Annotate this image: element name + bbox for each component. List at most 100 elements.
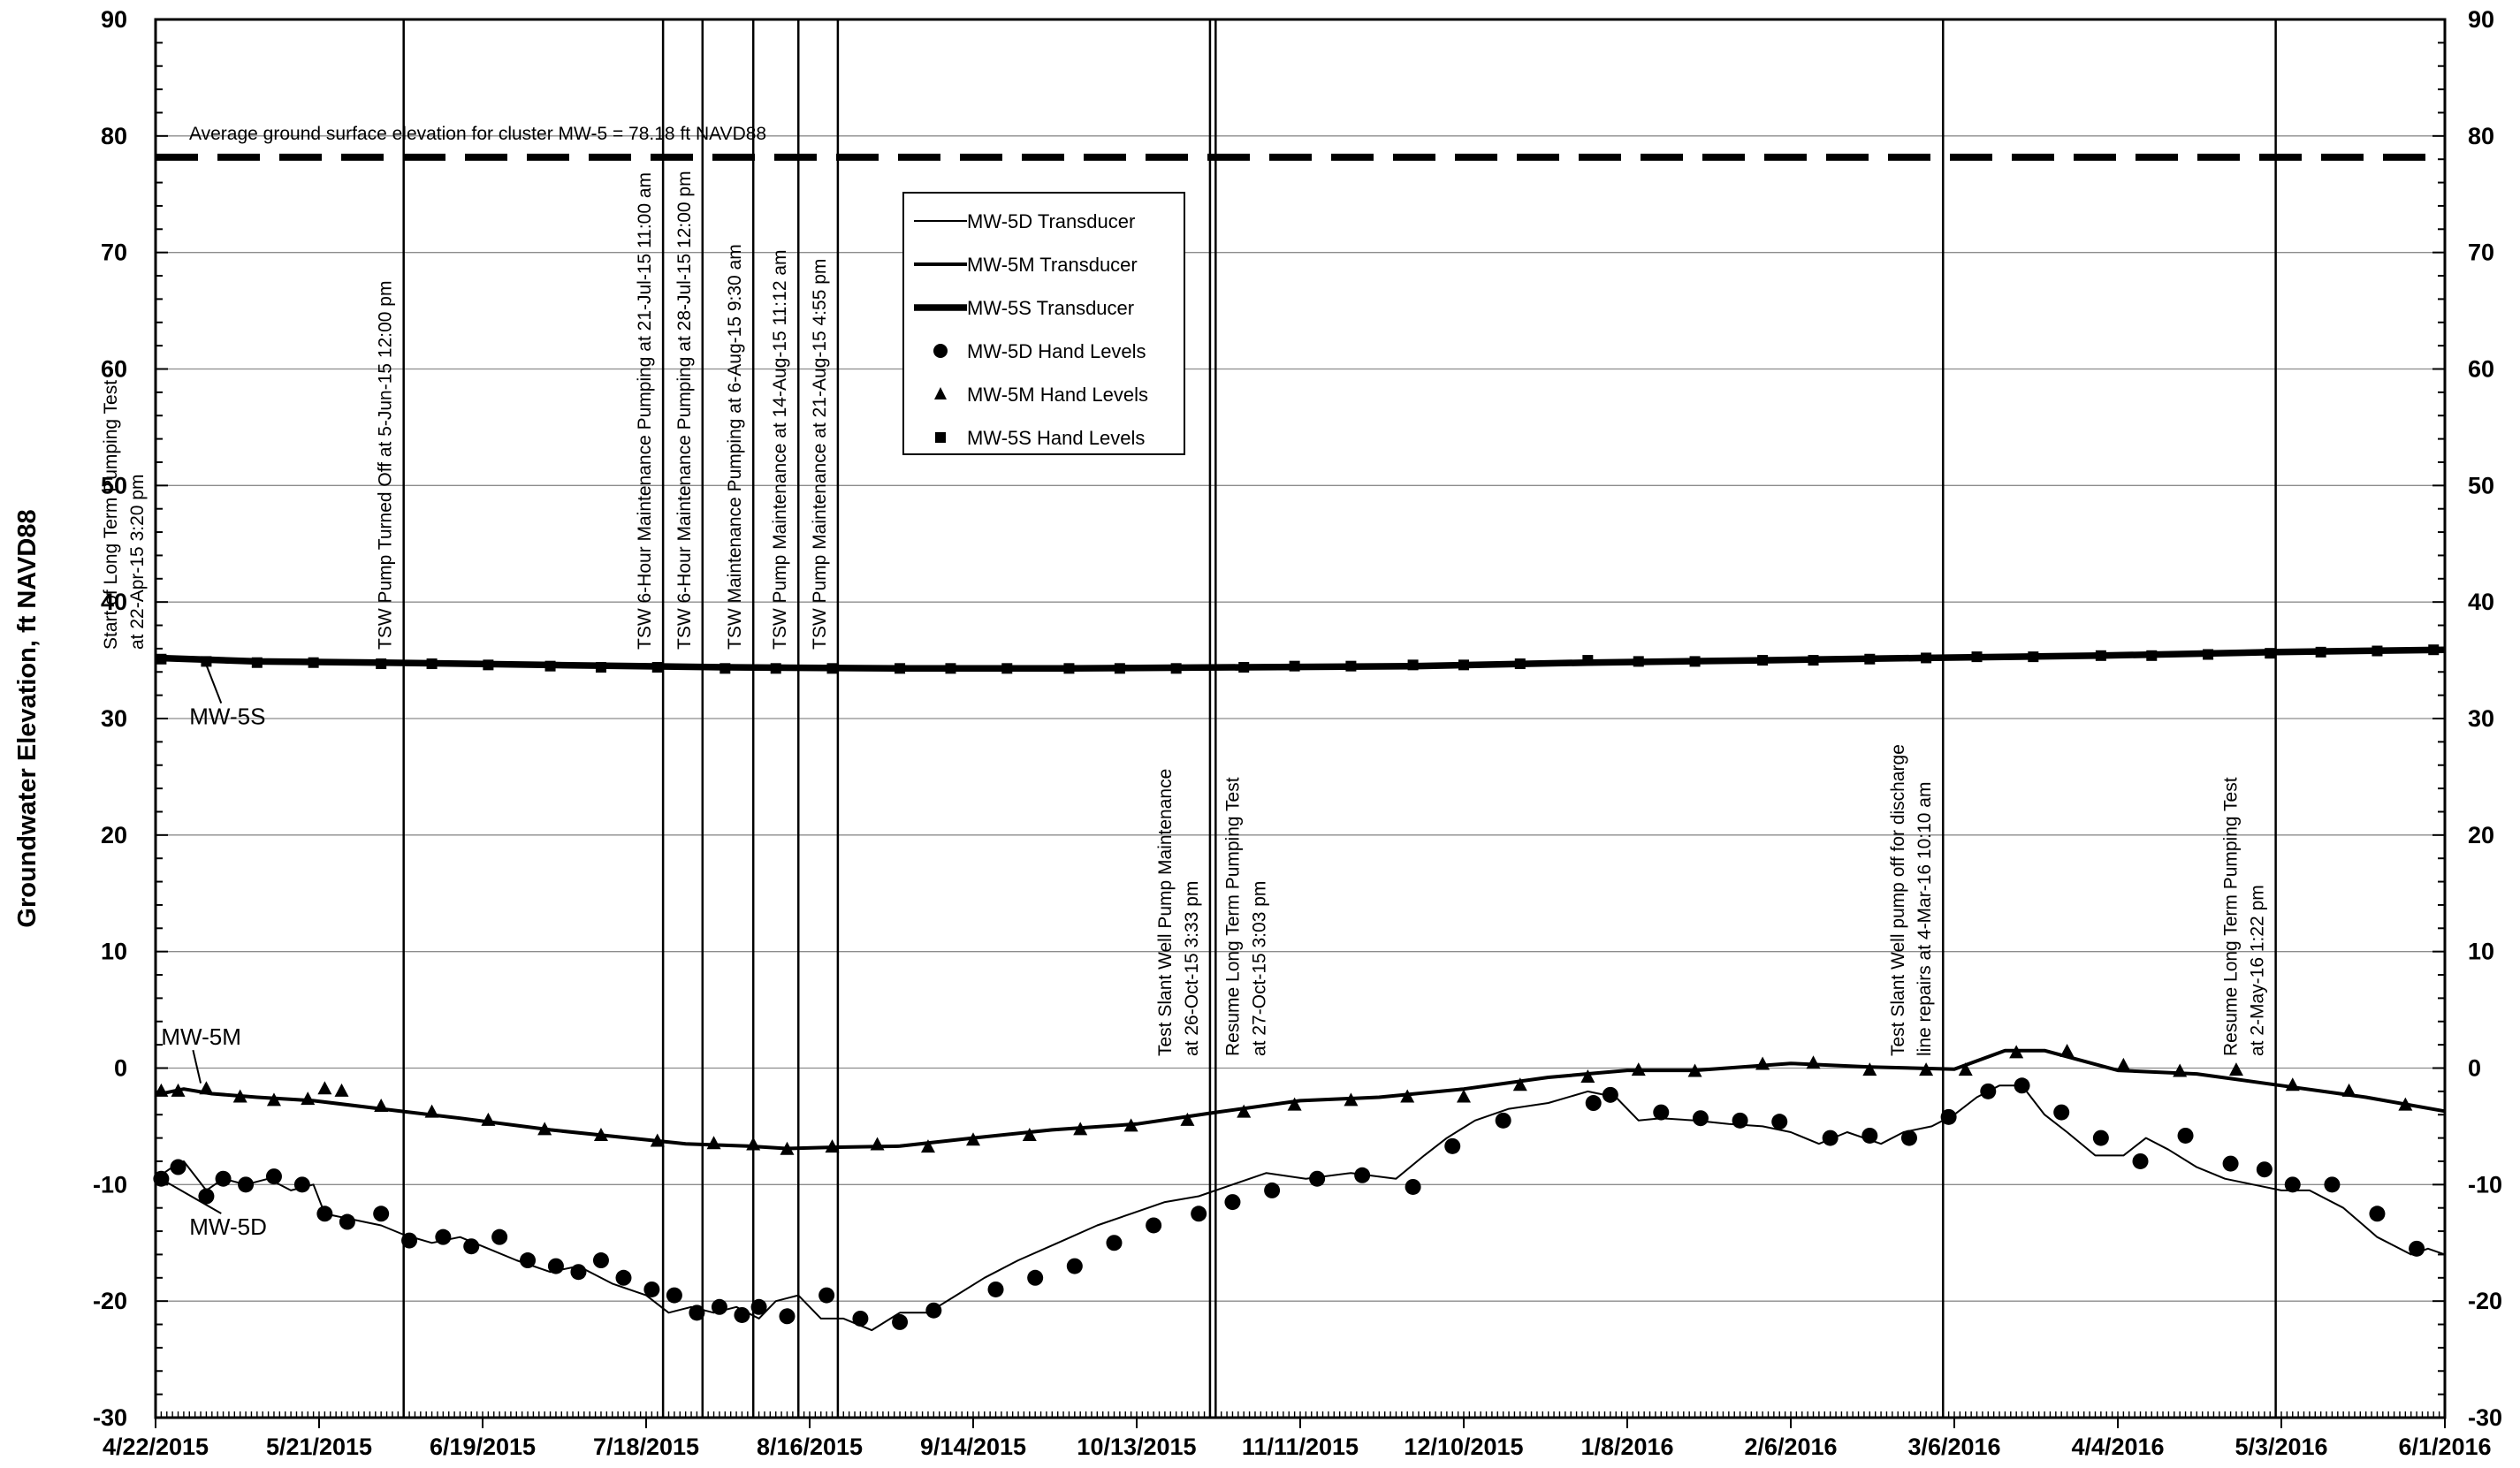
marker-mw-5s-hand-levels bbox=[1921, 652, 1932, 664]
marker-mw-5d-hand-levels bbox=[2256, 1161, 2273, 1178]
marker-mw-5d-hand-levels bbox=[1771, 1114, 1788, 1130]
marker-mw-5s-hand-levels bbox=[1238, 661, 1250, 673]
marker-mw-5m-hand-levels bbox=[1806, 1055, 1821, 1069]
marker-mw-5d-hand-levels bbox=[2014, 1077, 2030, 1094]
marker-mw-5d-hand-levels bbox=[170, 1159, 187, 1175]
marker-mw-5m-hand-levels bbox=[1862, 1062, 1877, 1076]
marker-mw-5s-hand-levels bbox=[2428, 644, 2440, 656]
y-tick-label-left: 60 bbox=[101, 356, 127, 383]
marker-mw-5s-hand-levels bbox=[376, 658, 387, 670]
marker-mw-5m-hand-levels bbox=[2398, 1097, 2413, 1111]
legend-symbol bbox=[934, 387, 947, 399]
x-tick-label: 4/22/2015 bbox=[103, 1434, 209, 1460]
marker-mw-5s-hand-levels bbox=[2146, 650, 2158, 661]
y-tick-label-right: 0 bbox=[2468, 1055, 2481, 1082]
marker-mw-5d-hand-levels bbox=[1980, 1083, 1997, 1099]
marker-mw-5m-hand-levels bbox=[1237, 1104, 1252, 1118]
marker-mw-5s-hand-levels bbox=[1345, 660, 1357, 672]
marker-mw-5m-hand-levels bbox=[266, 1092, 281, 1107]
marker-mw-5d-hand-levels bbox=[666, 1287, 682, 1304]
marker-mw-5m-hand-levels bbox=[1457, 1089, 1471, 1103]
marker-mw-5d-hand-levels bbox=[520, 1252, 537, 1269]
marker-mw-5m-hand-levels bbox=[171, 1083, 186, 1097]
marker-mw-5d-hand-levels bbox=[373, 1206, 390, 1222]
marker-mw-5s-hand-levels bbox=[1582, 655, 1594, 666]
y-axis-title: Groundwater Elevation, ft NAVD88 bbox=[13, 509, 42, 927]
marker-mw-5m-hand-levels bbox=[2228, 1062, 2243, 1076]
marker-mw-5d-hand-levels bbox=[215, 1170, 232, 1187]
marker-mw-5s-hand-levels bbox=[826, 663, 838, 674]
marker-mw-5m-hand-levels bbox=[1631, 1062, 1646, 1076]
event-annotation: Test Slant Well Pump Maintenance bbox=[1155, 769, 1176, 1056]
marker-mw-5d-hand-levels bbox=[1027, 1269, 1044, 1286]
marker-mw-5m-hand-levels bbox=[966, 1132, 980, 1146]
legend-symbol bbox=[933, 344, 948, 358]
y-tick-label-left: 50 bbox=[101, 472, 127, 498]
marker-mw-5s-hand-levels bbox=[1808, 655, 1819, 666]
x-tick-label: 10/13/2015 bbox=[1077, 1434, 1196, 1460]
event-annotation: at 2-May-16 1:22 pm bbox=[2248, 885, 2268, 1056]
y-tick-label-left: 80 bbox=[101, 123, 127, 149]
marker-mw-5d-hand-levels bbox=[711, 1298, 727, 1315]
y-tick-label-left: 70 bbox=[101, 240, 127, 266]
marker-mw-5d-hand-levels bbox=[2053, 1104, 2070, 1121]
marker-mw-5m-hand-levels bbox=[780, 1141, 795, 1155]
marker-mw-5s-hand-levels bbox=[770, 663, 781, 674]
y-tick-label-left: -30 bbox=[93, 1404, 127, 1431]
marker-mw-5s-hand-levels bbox=[1514, 658, 1526, 670]
marker-mw-5m-hand-levels bbox=[2173, 1063, 2188, 1077]
marker-mw-5s-hand-levels bbox=[895, 663, 906, 674]
y-tick-label-right: 20 bbox=[2468, 822, 2494, 848]
legend-entry-label: MW-5M Transducer bbox=[967, 254, 1138, 276]
x-tick-label: 3/6/2016 bbox=[1907, 1434, 2000, 1460]
marker-mw-5d-hand-levels bbox=[491, 1228, 508, 1245]
marker-mw-5m-hand-levels bbox=[920, 1139, 935, 1153]
plot-frame bbox=[154, 18, 2447, 1419]
y-tick-label-right: 80 bbox=[2468, 123, 2494, 149]
legend-entry-label: MW-5M Hand Levels bbox=[967, 384, 1148, 406]
marker-mw-5m-hand-levels bbox=[1687, 1063, 1702, 1077]
marker-mw-5d-hand-levels bbox=[1653, 1104, 1670, 1121]
marker-mw-5m-hand-levels bbox=[870, 1137, 885, 1151]
well-label-arrow bbox=[192, 1049, 202, 1084]
marker-mw-5d-hand-levels bbox=[2324, 1176, 2341, 1193]
marker-mw-5d-hand-levels bbox=[1405, 1178, 1421, 1195]
marker-mw-5d-hand-levels bbox=[925, 1302, 942, 1319]
marker-mw-5m-hand-levels bbox=[1344, 1092, 1359, 1107]
marker-mw-5m-hand-levels bbox=[2116, 1057, 2131, 1071]
event-annotation: TSW Pump Maintenance at 21-Aug-15 4:55 p… bbox=[810, 259, 830, 650]
marker-mw-5m-hand-levels bbox=[825, 1139, 840, 1153]
marker-mw-5d-hand-levels bbox=[1900, 1130, 1917, 1146]
marker-mw-5m-hand-levels bbox=[537, 1122, 552, 1136]
marker-mw-5d-hand-levels bbox=[2177, 1127, 2194, 1144]
marker-mw-5d-hand-levels bbox=[643, 1281, 660, 1297]
y-tick-label-left: 0 bbox=[114, 1055, 127, 1082]
marker-mw-5d-hand-levels bbox=[401, 1232, 418, 1249]
y-tick-label-left: 40 bbox=[101, 589, 127, 615]
y-tick-label-left: 10 bbox=[101, 939, 127, 965]
marker-mw-5m-hand-levels bbox=[317, 1081, 332, 1095]
marker-mw-5s-hand-levels bbox=[1063, 663, 1075, 674]
marker-mw-5d-hand-levels bbox=[1692, 1110, 1709, 1127]
marker-mw-5d-hand-levels bbox=[435, 1228, 452, 1245]
marker-mw-5s-hand-levels bbox=[426, 658, 438, 670]
marker-mw-5m-hand-levels bbox=[1022, 1127, 1037, 1141]
marker-mw-5m-hand-levels bbox=[706, 1136, 721, 1150]
event-annotation: TSW 6-Hour Maintenance Pumping at 28-Jul… bbox=[674, 171, 695, 650]
marker-mw-5m-hand-levels bbox=[1073, 1122, 1088, 1136]
marker-mw-5d-hand-levels bbox=[316, 1206, 333, 1222]
y-tick-label-right: -20 bbox=[2468, 1288, 2502, 1314]
marker-mw-5d-hand-levels bbox=[1224, 1194, 1241, 1211]
y-tick-label-left: 90 bbox=[101, 6, 127, 33]
marker-mw-5d-hand-levels bbox=[570, 1264, 587, 1281]
marker-mw-5d-hand-levels bbox=[153, 1170, 170, 1187]
well-label-mw-5d: MW-5D bbox=[189, 1213, 267, 1240]
marker-mw-5d-hand-levels bbox=[547, 1258, 564, 1274]
y-tick-label-right: 30 bbox=[2468, 705, 2494, 732]
marker-mw-5s-hand-levels bbox=[1633, 656, 1644, 667]
marker-mw-5m-hand-levels bbox=[2341, 1083, 2356, 1097]
marker-mw-5m-hand-levels bbox=[301, 1091, 316, 1106]
event-annotation: Test Slant Well pump off for discharge bbox=[1888, 744, 1908, 1056]
